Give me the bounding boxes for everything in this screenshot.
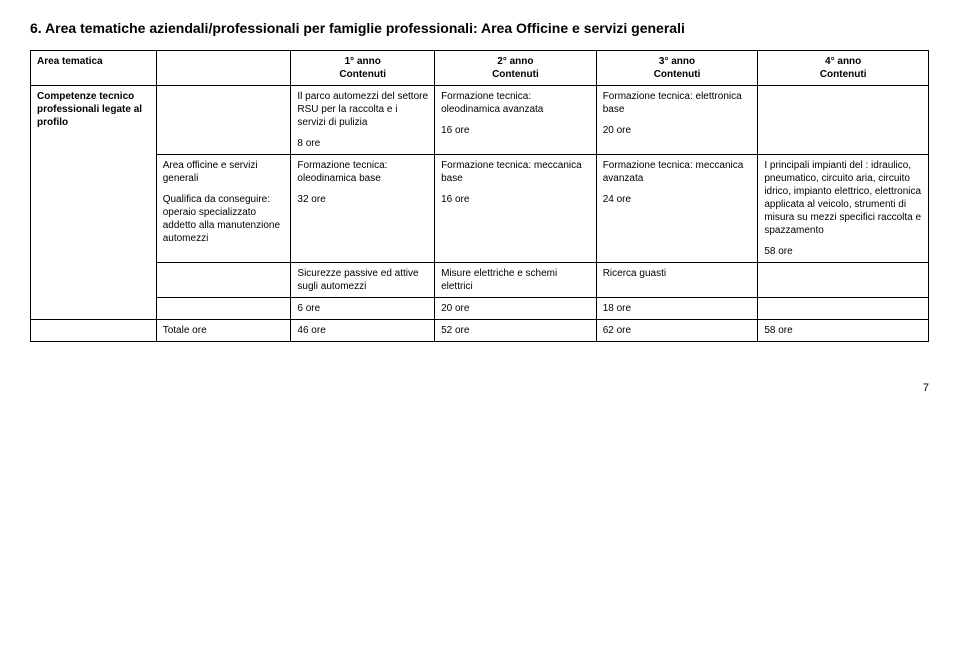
cell-text: Qualifica da conseguire: operaio special… [163, 193, 285, 245]
cell-hours: 24 ore [603, 193, 752, 206]
cell [156, 263, 291, 298]
col-header-blank [156, 51, 291, 86]
table-row: Area officine e servizi generali Qualifi… [31, 155, 929, 263]
page-number: 7 [30, 382, 929, 394]
thematic-table: Area tematica 1° anno Contenuti 2° anno … [30, 50, 929, 342]
total-cell: 58 ore [758, 320, 929, 342]
cell [156, 86, 291, 155]
cell [156, 298, 291, 320]
cell-hours: 16 ore [441, 193, 590, 206]
cell-hours: 32 ore [297, 193, 428, 206]
cell-text: Formazione tecnica: meccanica base [441, 159, 590, 185]
year4-label: 4° anno [764, 55, 922, 68]
cell [758, 298, 929, 320]
cell [31, 320, 157, 342]
table-header-row: Area tematica 1° anno Contenuti 2° anno … [31, 51, 929, 86]
cell: Il parco automezzi del settore RSU per l… [291, 86, 435, 155]
cell-hours: 58 ore [764, 245, 922, 258]
table-row-total: Totale ore 46 ore 52 ore 62 ore 58 ore [31, 320, 929, 342]
cell-hours: 20 ore [603, 124, 752, 137]
total-label: Totale ore [156, 320, 291, 342]
year3-sub: Contenuti [603, 68, 752, 81]
cell: Sicurezze passive ed attive sugli autome… [291, 263, 435, 298]
row-group-label: Competenze tecnico professionali legate … [31, 86, 157, 320]
cell-text: Formazione tecnica: elettronica base [603, 90, 752, 116]
cell-text: Formazione tecnica: oleodinamica base [297, 159, 428, 185]
cell: 6 ore [291, 298, 435, 320]
year3-label: 3° anno [603, 55, 752, 68]
total-cell: 62 ore [596, 320, 758, 342]
year2-sub: Contenuti [441, 68, 590, 81]
year2-label: 2° anno [441, 55, 590, 68]
cell: Misure elettriche e schemi elettrici [435, 263, 597, 298]
cell-hours: 8 ore [297, 137, 428, 150]
year1-label: 1° anno [297, 55, 428, 68]
col-header-year4: 4° anno Contenuti [758, 51, 929, 86]
page-title: 6. Area tematiche aziendali/professional… [30, 20, 929, 36]
cell: Formazione tecnica: oleodinamica base 32… [291, 155, 435, 263]
total-cell: 46 ore [291, 320, 435, 342]
total-cell: 52 ore [435, 320, 597, 342]
col-header-year3: 3° anno Contenuti [596, 51, 758, 86]
cell-text: I principali impianti del : idraulico, p… [764, 159, 922, 237]
cell [758, 86, 929, 155]
col-header-area: Area tematica [31, 51, 157, 86]
cell: 18 ore [596, 298, 758, 320]
col-header-year2: 2° anno Contenuti [435, 51, 597, 86]
year1-sub: Contenuti [297, 68, 428, 81]
table-row: 6 ore 20 ore 18 ore [31, 298, 929, 320]
cell: Formazione tecnica: meccanica avanzata 2… [596, 155, 758, 263]
cell: Ricerca guasti [596, 263, 758, 298]
cell-text: Area officine e servizi generali [163, 159, 285, 185]
cell-hours: 16 ore [441, 124, 590, 137]
cell: I principali impianti del : idraulico, p… [758, 155, 929, 263]
table-row: Competenze tecnico professionali legate … [31, 86, 929, 155]
cell: Formazione tecnica: elettronica base 20 … [596, 86, 758, 155]
cell: Area officine e servizi generali Qualifi… [156, 155, 291, 263]
cell: Formazione tecnica: oleodinamica avanzat… [435, 86, 597, 155]
cell: Formazione tecnica: meccanica base 16 or… [435, 155, 597, 263]
col-header-year1: 1° anno Contenuti [291, 51, 435, 86]
cell-text: Formazione tecnica: oleodinamica avanzat… [441, 90, 590, 116]
table-row: Sicurezze passive ed attive sugli autome… [31, 263, 929, 298]
year4-sub: Contenuti [764, 68, 922, 81]
cell: 20 ore [435, 298, 597, 320]
cell-text: Formazione tecnica: meccanica avanzata [603, 159, 752, 185]
cell-text: Il parco automezzi del settore RSU per l… [297, 90, 428, 129]
cell [758, 263, 929, 298]
